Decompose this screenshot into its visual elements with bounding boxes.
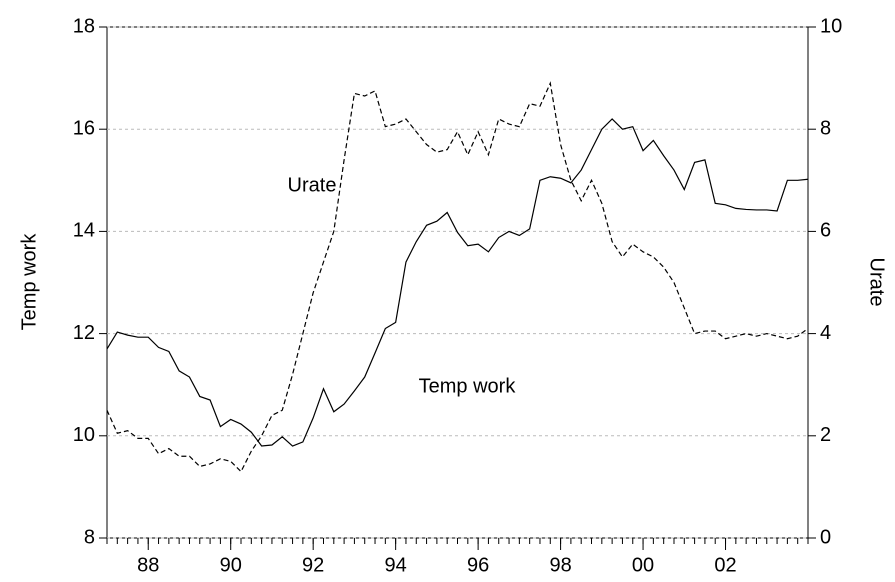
y2-tick-label: 4 [820, 322, 831, 344]
x-tick-label: 94 [385, 554, 407, 576]
x-tick-label: 98 [549, 554, 571, 576]
y-tick-label: 8 [84, 526, 95, 548]
x-tick-label: 90 [220, 554, 242, 576]
y2-tick-label: 0 [820, 526, 831, 548]
x-tick-label: 96 [467, 554, 489, 576]
x-tick-label: 88 [137, 554, 159, 576]
y2-tick-label: 8 [820, 117, 831, 139]
y-tick-label: 10 [73, 424, 95, 446]
y-tick-label: 12 [73, 322, 95, 344]
y2-tick-label: 2 [820, 424, 831, 446]
annotation: Temp work [419, 375, 517, 397]
series-line [106, 118, 809, 447]
y-tick-label: 18 [73, 15, 95, 37]
y2-tick-label: 6 [820, 220, 831, 242]
y-tick-label: 16 [73, 117, 95, 139]
y-tick-label: 14 [73, 220, 95, 242]
series-line [106, 81, 809, 473]
x-tick-label: 02 [714, 554, 736, 576]
y2-tick-label: 10 [820, 15, 842, 37]
y2-axis-label: Urate [866, 258, 888, 307]
x-tick-label: 00 [632, 554, 654, 576]
y-axis-label: Temp work [18, 233, 40, 331]
x-tick-label: 92 [302, 554, 324, 576]
annotation: Urate [288, 174, 337, 196]
plot-frame [106, 26, 809, 539]
